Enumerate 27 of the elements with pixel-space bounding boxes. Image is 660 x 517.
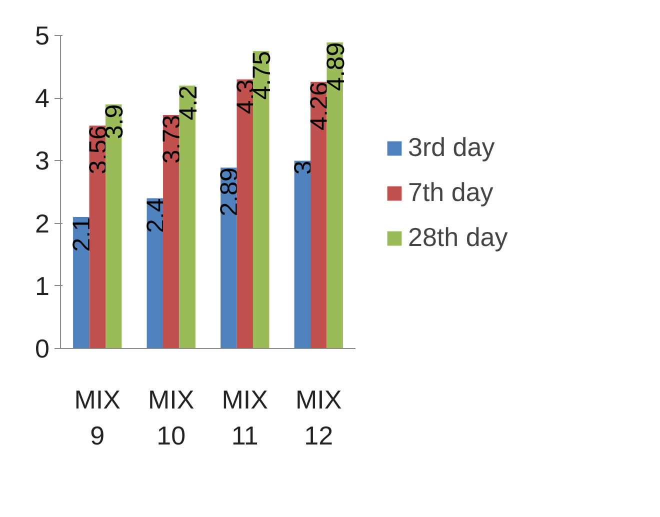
data-label: 2.89 <box>216 168 244 216</box>
x-tick-label: MIX 11 <box>222 384 268 450</box>
bar <box>294 160 311 348</box>
x-tick-label: MIX 12 <box>296 384 342 450</box>
bar <box>326 42 343 348</box>
bar <box>236 79 253 348</box>
x-tick-label: MIX 10 <box>148 384 194 450</box>
bar <box>105 104 122 348</box>
bar <box>73 217 90 348</box>
y-tick-label: 2 <box>35 208 50 238</box>
legend-label: 7th day <box>408 177 494 208</box>
y-tick-label: 4 <box>35 83 50 114</box>
y-tick-label: 0 <box>35 334 50 364</box>
bar <box>163 115 180 348</box>
y-tick-label: 3 <box>35 146 50 176</box>
data-label: 3 <box>289 160 318 175</box>
bar <box>179 86 196 348</box>
bar <box>252 51 270 348</box>
bar <box>146 198 164 348</box>
bar <box>89 126 106 348</box>
bar <box>310 82 327 348</box>
bar <box>220 168 237 348</box>
y-tick-label: 1 <box>35 270 50 301</box>
legend-label: 28th day <box>408 222 508 253</box>
y-tick-label: 5 <box>35 20 50 50</box>
x-tick-label: MIX 9 <box>74 384 120 450</box>
legend-label: 3rd day <box>408 132 495 163</box>
